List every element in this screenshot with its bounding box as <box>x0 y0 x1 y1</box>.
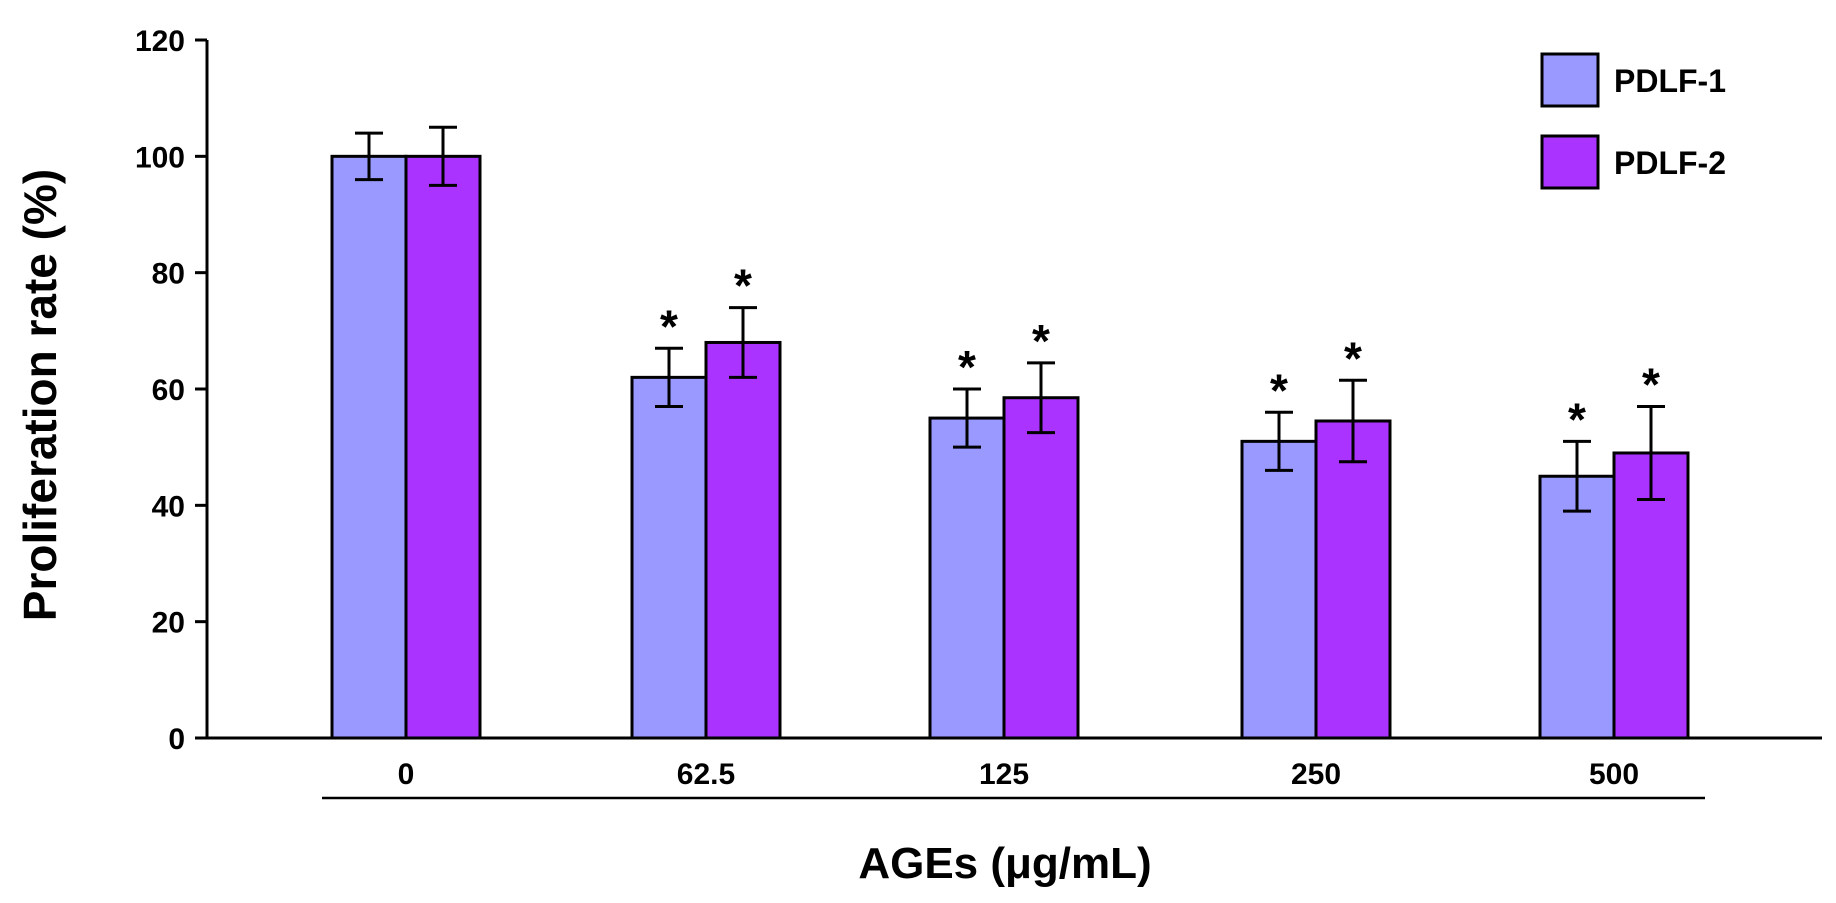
y-axis: 0 20 40 60 80 100 120 <box>135 25 209 756</box>
y-tick-label: 20 <box>152 607 185 640</box>
bar-pdlf-2-62.5 <box>704 340 782 740</box>
significance-marker: * <box>1344 332 1362 384</box>
x-axis: 0 62.5 125 250 500 <box>207 736 1822 800</box>
bar-pdlf-1-250 <box>1240 439 1318 740</box>
significance-marker: * <box>1642 358 1660 410</box>
significance-marker: * <box>1032 315 1050 367</box>
x-tick-label: 500 <box>1589 758 1639 791</box>
legend-swatch-pdlf-1 <box>1540 52 1600 108</box>
x-tick-label: 250 <box>1291 758 1341 791</box>
bar-pdlf-2-125 <box>1002 396 1080 740</box>
y-tick-label: 80 <box>152 258 185 291</box>
significance-marker: * <box>660 300 678 352</box>
bar-pdlf-2-250 <box>1314 419 1392 740</box>
bar-pdlf-2-0 <box>404 154 482 740</box>
bar-series: * * * * * * * * <box>330 125 1690 740</box>
legend-label: PDLF-2 <box>1614 145 1726 181</box>
bar-pdlf-1-500 <box>1538 474 1616 740</box>
y-tick-label: 0 <box>168 723 185 756</box>
x-tick-label: 62.5 <box>677 758 735 791</box>
significance-marker: * <box>1568 393 1586 445</box>
significance-marker: * <box>734 260 752 312</box>
x-tick-label: 0 <box>398 758 415 791</box>
bar-pdlf-1-62.5 <box>630 375 708 740</box>
y-tick-label: 40 <box>152 490 185 523</box>
y-tick-label: 120 <box>135 25 185 58</box>
y-tick-label: 60 <box>152 374 185 407</box>
legend-label: PDLF-1 <box>1614 63 1726 99</box>
bar-pdlf-1-0 <box>330 154 408 740</box>
y-tick-label: 100 <box>135 141 185 174</box>
y-axis-label: Proliferation rate (%) <box>14 169 66 621</box>
significance-marker: * <box>958 341 976 393</box>
x-tick-label: 125 <box>979 758 1029 791</box>
legend-swatch-pdlf-2 <box>1540 134 1600 190</box>
significance-marker: * <box>1270 364 1288 416</box>
x-axis-label: AGEs (μg/mL) <box>858 839 1151 888</box>
bar-pdlf-1-125 <box>928 416 1006 740</box>
legend: PDLF-1 PDLF-2 <box>1540 52 1726 190</box>
